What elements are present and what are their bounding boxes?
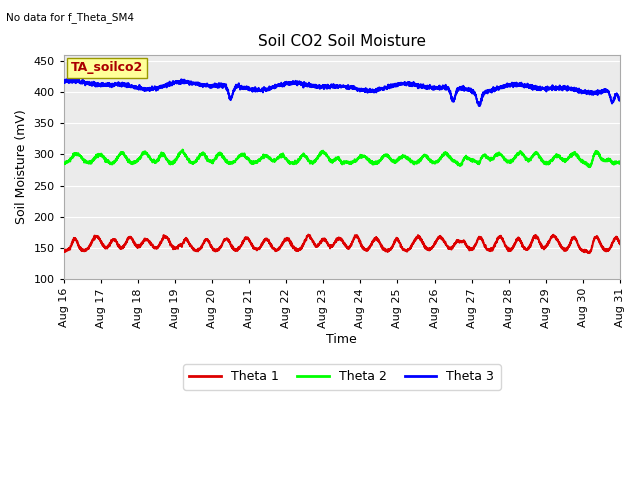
Title: Soil CO2 Soil Moisture: Soil CO2 Soil Moisture <box>258 34 426 49</box>
Y-axis label: Soil Moisture (mV): Soil Moisture (mV) <box>15 109 28 224</box>
Text: No data for f_Theta_SM4: No data for f_Theta_SM4 <box>6 12 134 23</box>
Legend: Theta 1, Theta 2, Theta 3: Theta 1, Theta 2, Theta 3 <box>183 364 500 390</box>
X-axis label: Time: Time <box>326 333 357 346</box>
Text: TA_soilco2: TA_soilco2 <box>70 61 143 74</box>
